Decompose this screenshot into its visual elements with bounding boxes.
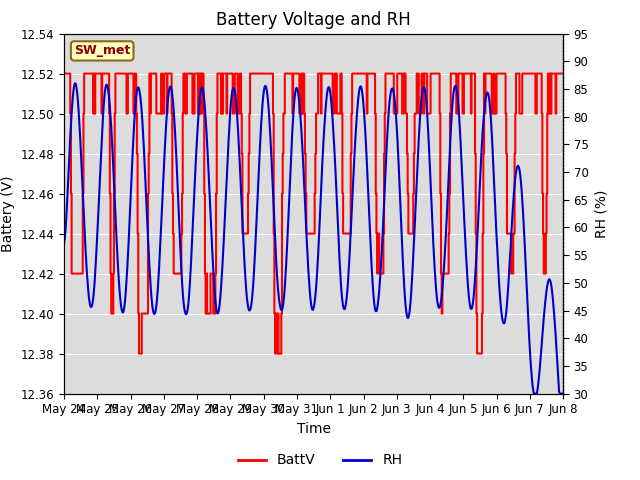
RH: [530, 391, 538, 396]
BattV: [135, 351, 143, 357]
RH: [121, 297, 129, 303]
BattV: [172, 271, 180, 276]
Line: BattV: BattV: [64, 73, 563, 354]
BattV: [559, 71, 567, 76]
BattV: [374, 231, 382, 237]
BattV: [69, 271, 77, 276]
BattV: [60, 71, 68, 76]
Y-axis label: Battery (V): Battery (V): [1, 175, 15, 252]
BattV: [389, 71, 397, 76]
RH: [389, 87, 397, 93]
RH: [198, 84, 206, 90]
BattV: [198, 71, 206, 76]
Y-axis label: RH (%): RH (%): [594, 190, 608, 238]
X-axis label: Time: Time: [296, 422, 331, 436]
RH: [559, 391, 567, 396]
RH: [374, 295, 382, 301]
RH: [69, 92, 77, 98]
Legend: BattV, RH: BattV, RH: [232, 448, 408, 473]
BattV: [120, 71, 128, 76]
Title: Battery Voltage and RH: Battery Voltage and RH: [216, 11, 411, 29]
RH: [172, 143, 180, 149]
Text: SW_met: SW_met: [74, 44, 131, 58]
Line: RH: RH: [64, 83, 563, 394]
RH: [60, 240, 68, 246]
RH: [71, 80, 79, 86]
